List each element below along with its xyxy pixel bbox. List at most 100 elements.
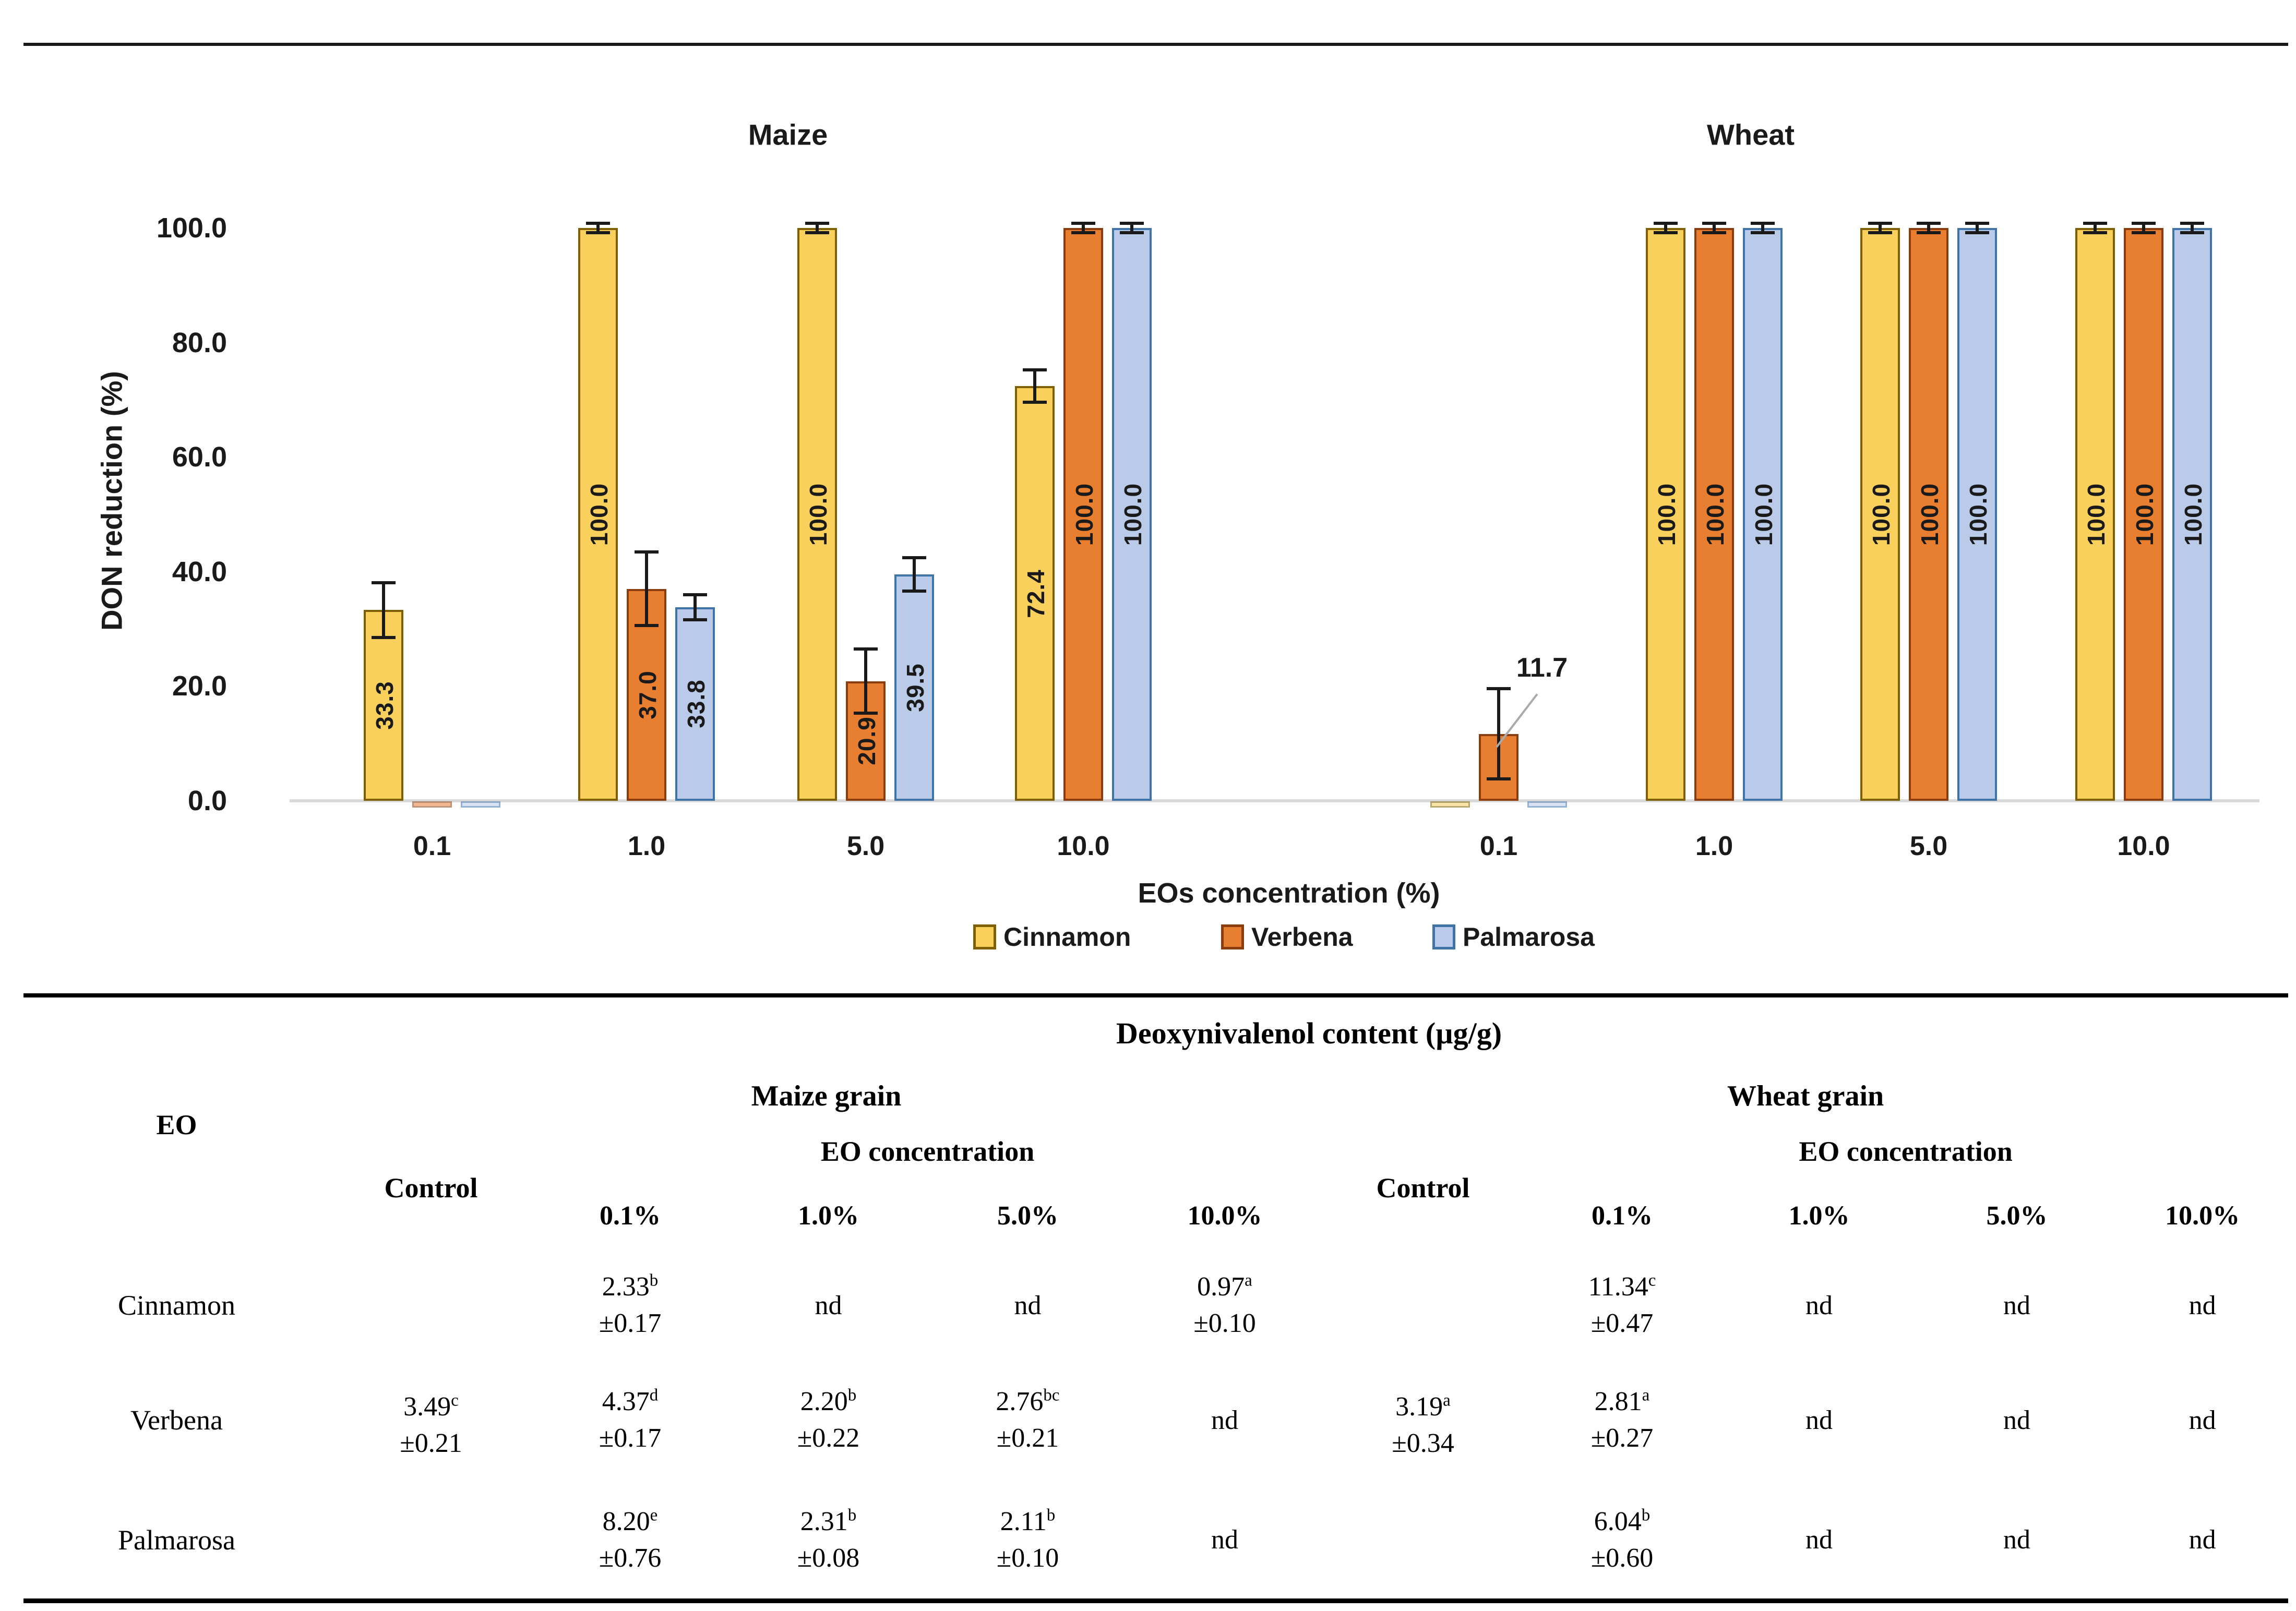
error: ±0.21 <box>996 1423 1059 1453</box>
error-bar-cap <box>854 647 878 651</box>
value: 4.37 <box>602 1386 650 1416</box>
x-tick-label: 5.0 <box>846 831 885 861</box>
bar-value-label-maize-1.0-cinnamon: 100.0 <box>585 483 613 546</box>
palmarosa-swatch-icon <box>1432 924 1455 949</box>
bar-wheat-10.0-cinnamon <box>2075 228 2115 801</box>
error: ±0.76 <box>599 1543 662 1573</box>
table-header-wheat-eo-concentration: EO concentration <box>1799 1136 2013 1167</box>
bar-maize-1.0-verbena <box>627 588 666 801</box>
table-header-wheat-5.0pct: 5.0% <box>1986 1200 2048 1231</box>
table-row-palmarosa: Palmarosa 8.20e ±0.76 2.31b ±0.08 2.11b … <box>23 1482 2288 1601</box>
bar-value-label-wheat-1.0-verbena: 100.0 <box>1702 483 1729 546</box>
superscript: b <box>847 1386 857 1405</box>
error-bar-maize-1.0-cinnamon <box>596 223 600 233</box>
table-header-maize-5.0pct: 5.0% <box>997 1200 1058 1231</box>
bar-value-label-maize-10.0-cinnamon: 72.4 <box>1022 569 1049 618</box>
error-bar-cap <box>1487 687 1511 690</box>
bar-wheat-10.0-verbena <box>2124 228 2163 801</box>
error-bar-cap <box>2180 231 2204 234</box>
cell-wheat-verbena-1.0: nd <box>1805 1405 1833 1435</box>
error-bar-cap <box>1023 368 1047 372</box>
error-bar-cap <box>854 712 878 715</box>
bar-maize-1.0-palmarosa <box>675 607 715 801</box>
cell-maize-verbena-1.0: 2.20b ±0.22 <box>728 1358 929 1482</box>
error-bar-wheat-1.0-cinnamon <box>1664 223 1667 233</box>
error-bar-cap <box>1751 222 1775 225</box>
error-bar-cap <box>372 636 396 640</box>
bar-wheat-10.0-palmarosa <box>2172 228 2212 801</box>
error: ±0.47 <box>1591 1308 1654 1338</box>
bar-chart: DON reduction (%) EOs concentration (%) … <box>95 118 2259 909</box>
error-bar-cap <box>1071 222 1095 225</box>
value: 11.34 <box>1588 1271 1648 1302</box>
error: ±0.10 <box>996 1543 1059 1573</box>
error-bar-cap <box>1965 231 1989 234</box>
error: ±0.17 <box>599 1423 662 1453</box>
error-bar-wheat-5.0-cinnamon <box>1879 223 1882 233</box>
cell-wheat-cinnamon-10.0: nd <box>2189 1290 2216 1320</box>
bar-value-label-maize-5.0-cinnamon: 100.0 <box>805 483 832 546</box>
table-header-maize-1.0pct: 1.0% <box>798 1200 859 1231</box>
x-tick-label: 1.0 <box>1695 831 1733 861</box>
cell-wheat-verbena-0.1: 2.81a ±0.27 <box>1523 1358 1721 1482</box>
bar-value-label-wheat-10.0-verbena: 100.0 <box>2131 483 2158 546</box>
y-tick-label: 80.0 <box>172 327 227 358</box>
bar-wheat-5.0-palmarosa <box>1957 228 1997 801</box>
error-bar-wheat-5.0-verbena <box>1927 223 1930 233</box>
error: ±0.10 <box>1193 1308 1256 1338</box>
cell-maize-control: 3.49c ±0.21 <box>330 1252 532 1601</box>
superscript: b <box>649 1271 659 1290</box>
bar-value-label-wheat-5.0-palmarosa: 100.0 <box>1965 483 1992 546</box>
x-axis-line <box>290 799 2259 802</box>
superscript: b <box>1641 1506 1651 1525</box>
bar-value-label-maize-1.0-palmarosa: 33.8 <box>683 679 710 729</box>
bar-maize-1.0-cinnamon <box>578 228 618 801</box>
cell-maize-cinnamon-0.1: 2.33b ±0.17 <box>532 1252 728 1358</box>
error-bar-cap <box>1751 231 1775 234</box>
error-bar-cap <box>1023 400 1047 404</box>
table-header-eo: EO <box>156 1109 197 1140</box>
chart-group-title-maize: Maize <box>748 118 828 151</box>
bar-value-label-wheat-10.0-cinnamon: 100.0 <box>2083 483 2110 546</box>
error-bar-cap <box>2132 231 2156 234</box>
y-tick-label: 60.0 <box>172 441 227 473</box>
don-content-table: EO Deoxynivalenol content (µg/g) Maize g… <box>23 993 2289 1603</box>
table-header-wheat-control: Control <box>1376 1172 1470 1204</box>
error-bar-cap <box>1654 231 1678 234</box>
y-tick-label: 0.0 <box>187 785 227 816</box>
table-header-wheat-grain: Wheat grain <box>1727 1080 1884 1112</box>
top-rule-line <box>23 43 2288 46</box>
table-header-wheat-10.0pct: 10.0% <box>2165 1200 2240 1231</box>
superscript: bc <box>1043 1386 1060 1405</box>
error-bar-wheat-10.0-cinnamon <box>2094 223 2097 233</box>
bar-wheat-1.0-cinnamon <box>1646 228 1685 801</box>
error-bar-wheat-10.0-verbena <box>2142 223 2145 233</box>
error-bar-cap <box>1702 222 1726 225</box>
error-bar-cap <box>635 550 659 554</box>
bar-value-label-maize-5.0-palmarosa: 39.5 <box>902 663 929 712</box>
error: ±0.22 <box>797 1423 860 1453</box>
error-bar-maize-1.0-verbena <box>645 552 648 626</box>
row-label-cinnamon: Cinnamon <box>118 1290 235 1321</box>
table-title: Deoxynivalenol content (µg/g) <box>1116 1016 1502 1050</box>
superscript: b <box>1046 1506 1056 1525</box>
legend-item-verbena: Verbena <box>1221 921 1353 953</box>
superscript: a <box>1245 1271 1252 1290</box>
table-header-maize-10.0pct: 10.0% <box>1187 1200 1262 1231</box>
x-tick-label: 5.0 <box>1909 831 1948 861</box>
cell-wheat-palmarosa-5.0: nd <box>2003 1525 2030 1555</box>
error-bar-cap <box>683 593 707 596</box>
error-bar-cap <box>1917 222 1941 225</box>
cell-wheat-palmarosa-10.0: nd <box>2189 1525 2216 1555</box>
bar-value-label-maize-10.0-palmarosa: 100.0 <box>1119 483 1146 546</box>
cell-maize-cinnamon-10.0: 0.97a ±0.10 <box>1127 1252 1323 1358</box>
chart-group-title-wheat: Wheat <box>1707 118 1795 151</box>
table-header-wheat-0.1pct: 0.1% <box>1592 1200 1653 1231</box>
error-bar-cap <box>635 624 659 627</box>
superscript: a <box>1443 1391 1451 1410</box>
row-label-palmarosa: Palmarosa <box>118 1524 235 1556</box>
cell-wheat-cinnamon-5.0: nd <box>2003 1290 2030 1320</box>
table-header-maize-eo-concentration: EO concentration <box>820 1136 1035 1167</box>
error: ±0.34 <box>1392 1428 1454 1458</box>
